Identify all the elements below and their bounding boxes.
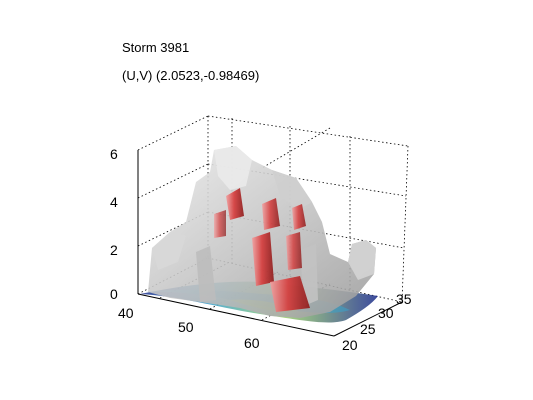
storm-core-surface — [214, 188, 310, 312]
y-tick-30: 30 — [378, 305, 394, 321]
z-tick-0: 0 — [110, 286, 118, 302]
y-tick-25: 25 — [360, 321, 376, 337]
y-tick-20: 20 — [342, 337, 358, 353]
chart-title: Storm 3981 — [122, 40, 190, 55]
x-tick-50: 50 — [178, 319, 194, 335]
x-tick-40: 40 — [118, 305, 134, 321]
axes-box — [137, 150, 403, 337]
y-axis-line — [333, 301, 403, 337]
z-tick-4: 4 — [110, 194, 118, 210]
z-tick-2: 2 — [110, 242, 118, 258]
x-tick-labels: 40 50 60 — [118, 305, 260, 351]
chart-subtitle: (U,V) (2.0523,-0.98469) — [122, 68, 260, 83]
z-tick-labels: 6 4 2 0 — [110, 146, 118, 302]
x-axis-line — [137, 293, 335, 337]
z-tick-6: 6 — [110, 146, 118, 162]
y-tick-labels: 20 25 30 35 — [342, 291, 412, 353]
storm-cloud-surface — [148, 146, 376, 318]
x-tick-60: 60 — [244, 335, 260, 351]
y-tick-35: 35 — [396, 291, 412, 307]
